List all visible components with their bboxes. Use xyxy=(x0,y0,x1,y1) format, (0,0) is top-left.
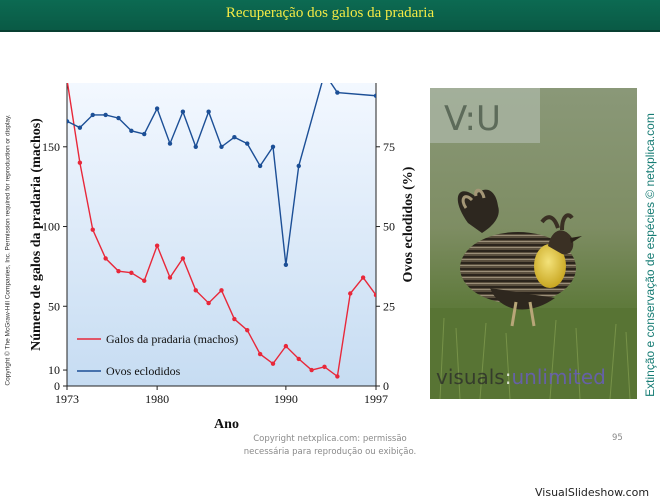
series-point-1 xyxy=(142,278,147,283)
y-right-tick-label: 0 xyxy=(383,379,389,393)
watermark-part1: visuals xyxy=(436,365,505,389)
x-axis-label: Ano xyxy=(214,417,239,432)
slide-title: Recuperação dos galos da pradaria xyxy=(225,5,435,21)
series-point-1 xyxy=(77,160,83,165)
series-point-1 xyxy=(116,268,121,274)
series-point-2 xyxy=(67,119,70,124)
y-left-tick-label: 10 xyxy=(48,363,60,377)
series-point-1 xyxy=(167,275,173,280)
series-line-2 xyxy=(67,83,376,265)
series-point-1 xyxy=(103,256,108,261)
series-point-2 xyxy=(245,141,250,146)
legend-label-1: Galos da pradaria (machos) xyxy=(106,332,238,346)
y-left-tick-label: 100 xyxy=(42,220,60,234)
brand-name: VisualSlideshow.com xyxy=(535,486,650,499)
series-point-2 xyxy=(142,131,147,137)
series-point-1 xyxy=(90,227,95,232)
side-label-text: Extinção e conservação de espécies © net… xyxy=(643,113,657,397)
prairie-chicken-photo: V:U visuals:unlimited xyxy=(430,88,637,399)
series-point-2 xyxy=(116,115,121,121)
series-point-2 xyxy=(296,163,301,169)
series-point-2 xyxy=(270,144,276,149)
series-point-1 xyxy=(193,288,198,293)
plot-area xyxy=(67,83,376,386)
title-bar: Recuperação dos galos da pradaria xyxy=(0,0,660,32)
y-right-tick-label: 75 xyxy=(383,140,395,154)
series-point-2 xyxy=(232,135,237,140)
page-number: 95 xyxy=(612,433,623,443)
series-point-2 xyxy=(373,93,376,98)
series-point-2 xyxy=(322,71,326,75)
series-point-1 xyxy=(348,291,353,296)
footer-line-1: Copyright netxplica.com: permissão xyxy=(253,434,407,444)
series-point-1 xyxy=(309,367,314,373)
series-point-1 xyxy=(257,351,263,357)
series-point-2 xyxy=(103,112,108,118)
x-tick-label: 1990 xyxy=(274,392,298,406)
series-point-1 xyxy=(270,361,276,366)
x-tick-label: 1973 xyxy=(55,392,79,406)
watermark-separator: : xyxy=(505,365,512,389)
series-group xyxy=(65,71,376,379)
series-point-1 xyxy=(154,243,160,248)
series-point-2 xyxy=(77,125,83,130)
series-point-2 xyxy=(283,262,289,267)
y-left-tick-label: 150 xyxy=(42,140,60,154)
series-point-2 xyxy=(335,90,340,95)
y-right-tick-label: 25 xyxy=(383,299,395,313)
series-point-1 xyxy=(206,300,211,306)
series-point-1 xyxy=(232,316,237,322)
watermark-part2: unlimited xyxy=(511,365,605,389)
series-point-2 xyxy=(193,144,198,149)
legend: Galos da pradaria (machos) Ovos eclodidos xyxy=(77,332,238,378)
series-point-2 xyxy=(129,128,134,134)
series-point-1 xyxy=(322,364,327,370)
bird-illustration xyxy=(457,188,582,327)
x-tick-label: 1980 xyxy=(145,392,169,406)
series-point-1 xyxy=(283,343,289,349)
legend-label-2: Ovos eclodidos xyxy=(106,364,181,378)
logo-badge: V:U xyxy=(430,88,540,143)
series-point-1 xyxy=(335,374,340,379)
series-point-2 xyxy=(257,163,263,169)
series-point-1 xyxy=(129,270,134,275)
logo-text: V:U xyxy=(444,99,501,139)
footer-copyright: Copyright netxplica.com: permissão neces… xyxy=(230,433,430,459)
photo-watermark: visuals:unlimited xyxy=(436,365,606,389)
series-point-1 xyxy=(180,256,186,261)
x-tick-label: 1997 xyxy=(364,392,388,406)
svg-text:visuals:unlimited: visuals:unlimited xyxy=(436,365,606,389)
y-right-tick-label: 50 xyxy=(383,220,395,234)
series-point-1 xyxy=(219,288,224,293)
series-point-2 xyxy=(219,144,224,149)
series-point-1 xyxy=(296,356,301,362)
series-point-1 xyxy=(360,275,366,280)
y-left-tick-label: 50 xyxy=(48,299,60,313)
series-point-2 xyxy=(154,106,160,111)
footer-line-2: necessária para reprodução ou exibição. xyxy=(243,447,417,457)
series-point-1 xyxy=(245,327,250,333)
prairie-chicken-chart: 1973 1980 1990 1997010501001500255075AnoNúm… xyxy=(29,71,416,432)
y-left-tick-label: 0 xyxy=(54,379,60,393)
y-left-axis-label: Número de galos da pradaria (machos) xyxy=(29,118,44,351)
series-point-2 xyxy=(180,109,186,114)
series-point-2 xyxy=(90,112,95,118)
series-point-1 xyxy=(65,78,69,82)
y-right-axis-label: Ovos eclodidos (%) xyxy=(401,166,416,282)
series-point-2 xyxy=(206,109,211,114)
series-point-2 xyxy=(167,141,173,146)
series-point-1 xyxy=(373,292,376,298)
